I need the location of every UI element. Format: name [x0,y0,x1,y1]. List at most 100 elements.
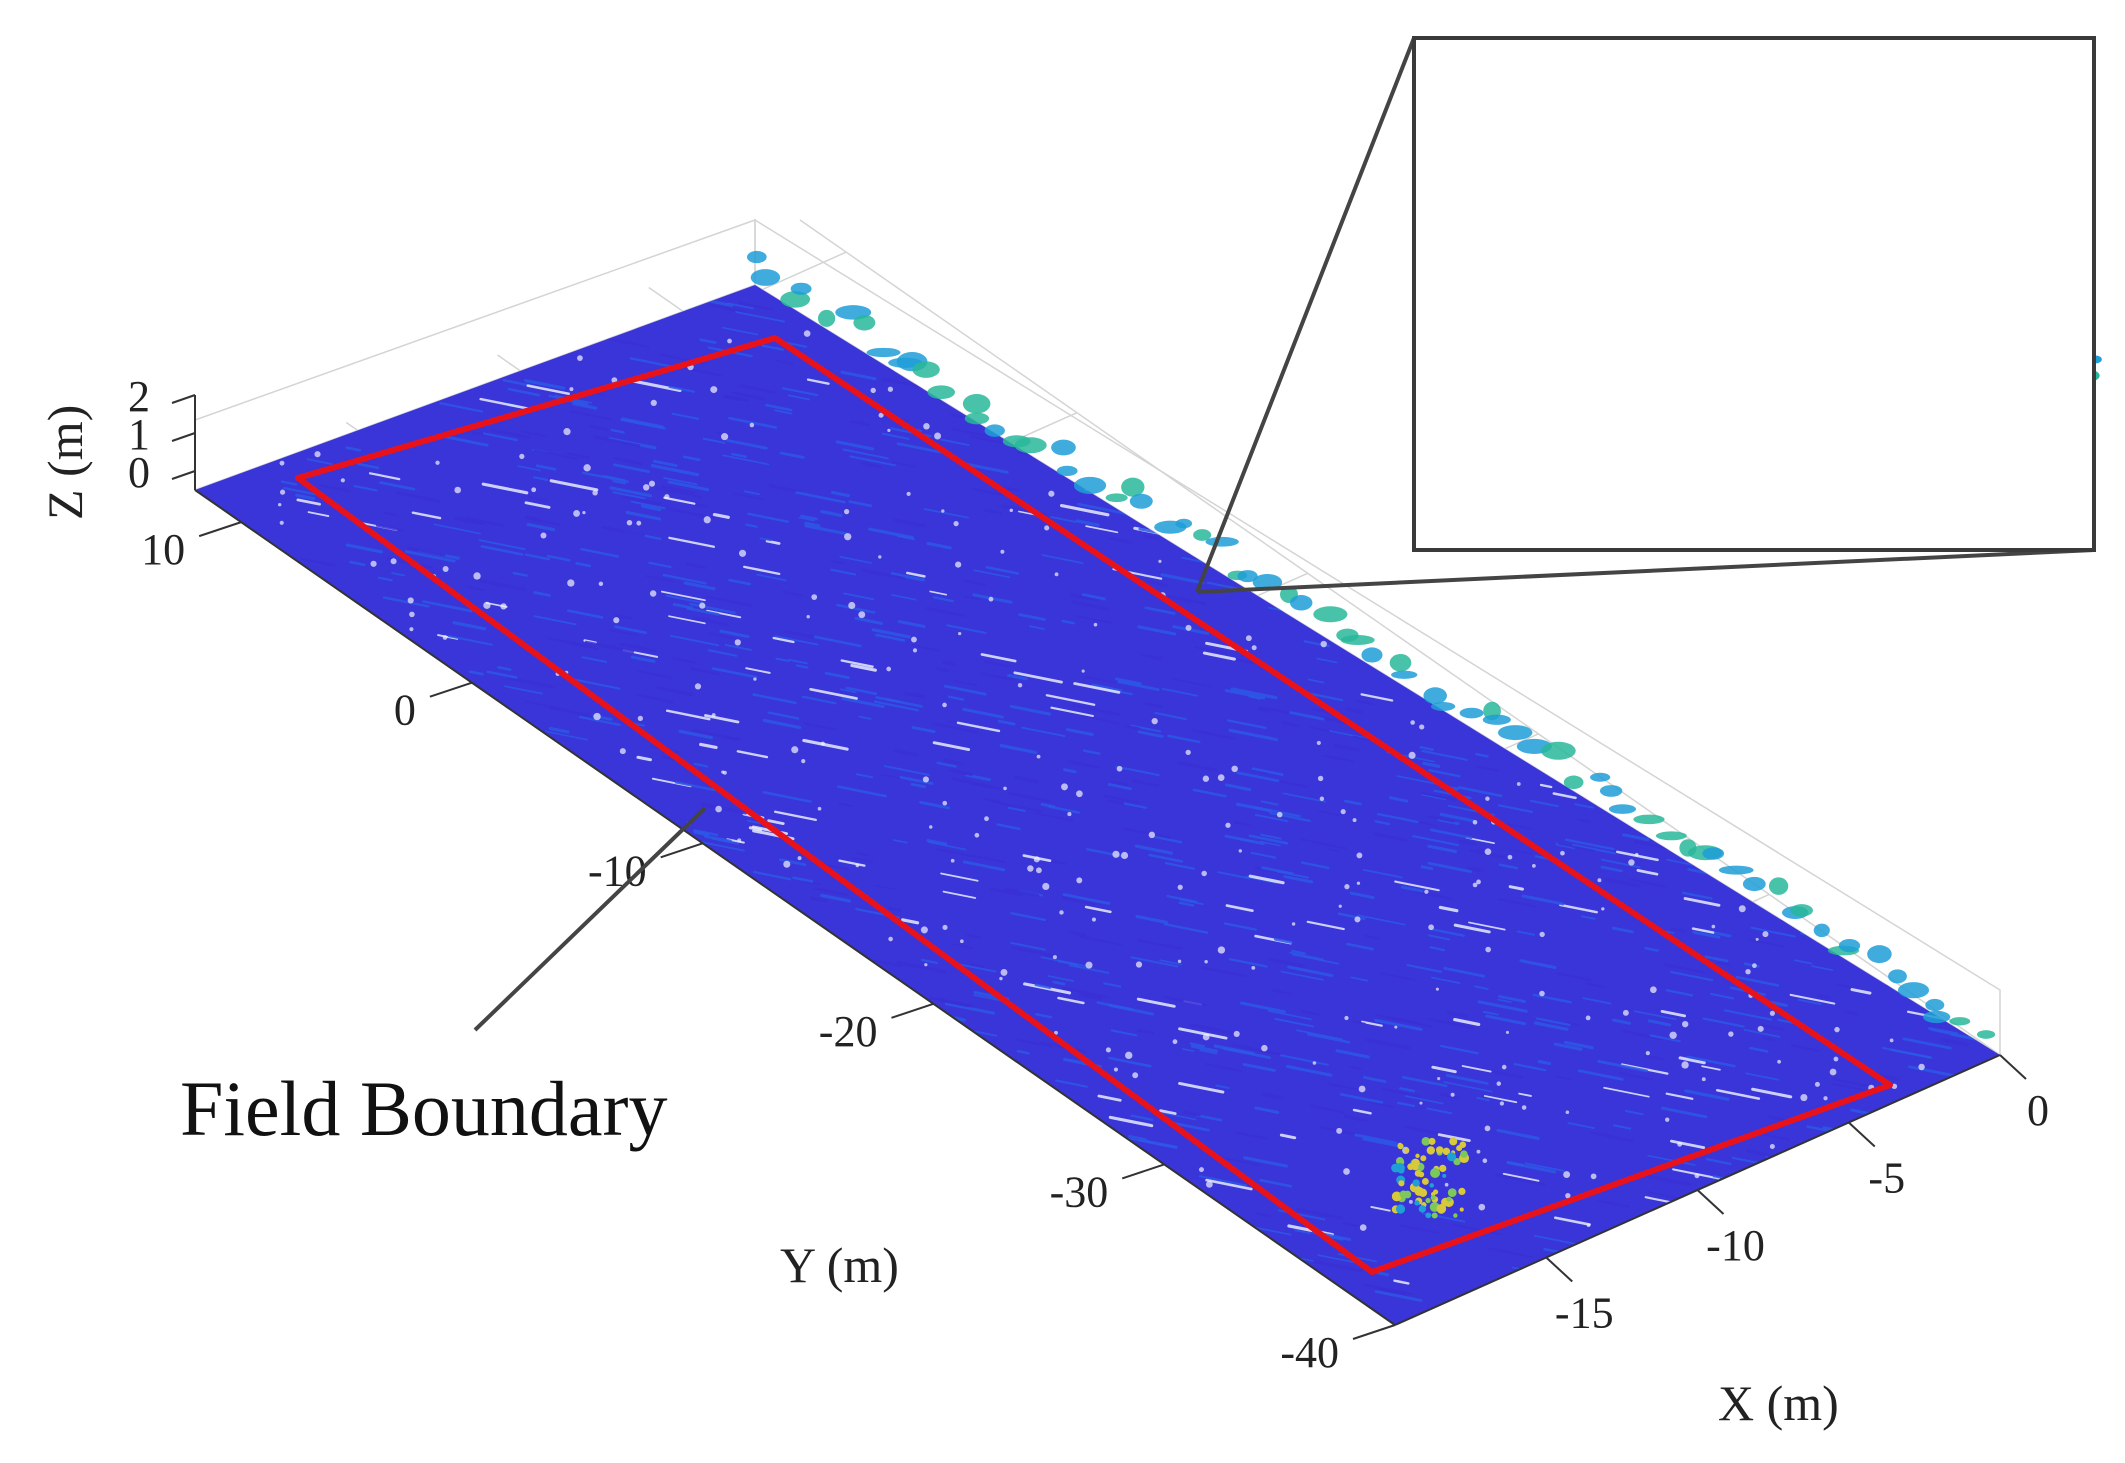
cloud-gap [314,451,321,458]
cloud-stroke [1057,996,1085,1005]
cloud-stroke [1429,927,1465,937]
cloud-stroke [1421,793,1447,801]
cloud-stroke [1079,993,1103,1000]
edge-blob [1205,536,1239,547]
cloud-stroke [944,1002,995,1015]
cloud-stroke [1108,1056,1152,1068]
cloud-gap [958,631,962,636]
cloud-stroke [802,738,849,751]
cloud-stroke [1709,992,1735,1000]
high-point [1447,1188,1457,1197]
cloud-stroke [524,501,551,509]
y-tick-label: 0 [394,686,416,735]
cloud-stroke [1762,1036,1776,1042]
cloud-gap [1478,1203,1486,1211]
cloud-stroke [1267,1010,1312,1021]
edge-blob [1867,945,1892,964]
cloud-gap [1444,1182,1449,1187]
cloud-gap [1359,1224,1367,1231]
cloud-stroke [735,311,786,323]
cloud-stroke [1663,963,1704,974]
cloud-stroke [1021,726,1066,738]
cloud-stroke [1306,1032,1351,1044]
cloud-stroke [533,615,577,626]
cloud-stroke [839,555,873,564]
cloud-stroke [933,596,954,603]
cloud-stroke [1016,1050,1030,1055]
cloud-stroke [1096,1001,1133,1011]
cloud-stroke [752,693,797,705]
cloud-gap [1738,905,1746,913]
cloud-stroke [1400,1224,1439,1234]
inset-contour [1414,523,1473,550]
x-tick-label: 0 [2027,1086,2049,1135]
cloud-stroke [1502,1172,1540,1182]
cloud-stroke [524,553,551,561]
cloud-stroke [1832,1077,1877,1089]
high-point [1418,1205,1427,1213]
cloud-gap [887,386,894,392]
cloud-stroke [773,810,817,822]
cloud-stroke [707,649,738,657]
cloud-stroke [1421,749,1468,761]
cloud-gap [1356,852,1363,859]
cloud-gap [803,330,811,337]
cloud-gap [637,715,644,722]
y-tick-mark [660,842,704,859]
cloud-gap [783,860,791,868]
cloud-stroke [1205,1178,1253,1191]
cloud-stroke [479,397,530,410]
cloud-gap [636,520,642,526]
cloud-stroke [1665,989,1694,997]
cloud-gap [1635,852,1639,857]
cloud-stroke [690,667,720,676]
cloud-stroke [723,394,742,401]
cloud-stroke [665,594,703,604]
cloud-stroke [1832,1083,1872,1093]
cloud-stroke [1633,1010,1677,1021]
cloud-stroke [1148,853,1184,863]
cloud-gap [1217,774,1225,781]
cloud-stroke [1902,1037,1952,1050]
cloud-stroke [549,479,599,492]
cloud-stroke [1152,835,1183,844]
cloud-stroke [1723,1009,1773,1021]
cloud-stroke [1649,1034,1681,1043]
cloud-gap [409,627,414,632]
cloud-stroke [1636,869,1659,876]
cloud-gap [1343,1168,1350,1175]
cloud-gap [942,702,947,708]
cloud-gap [583,464,591,472]
cloud-stroke [1715,1089,1761,1100]
cloud-stroke [1160,573,1205,585]
cloud-stroke [1537,1059,1552,1066]
cloud-stroke [762,790,812,803]
cloud-stroke [974,1030,998,1037]
cloud-stroke [1063,768,1077,774]
cloud-stroke [523,378,566,390]
cloud-stroke [836,785,887,798]
cloud-stroke [1419,746,1434,751]
cloud-stroke [851,856,874,863]
cloud-stroke [571,678,621,690]
cloud-gap [1336,1127,1343,1134]
cloud-stroke [997,719,1016,726]
cloud-stroke [1189,1023,1238,1036]
cloud-high-points [1391,1136,1470,1219]
cloud-stroke [1684,1089,1730,1101]
cloud-stroke [767,711,800,720]
z-tick-mark [171,394,196,404]
cloud-stroke [1622,833,1650,842]
cloud-stroke [830,568,857,576]
cloud-stroke [1189,1042,1205,1048]
cloud-stroke [1374,820,1390,826]
cloud-stroke [478,539,526,551]
cloud-stroke [581,471,630,483]
cloud-stroke [861,462,882,469]
cloud-stroke [1404,1095,1444,1105]
cloud-stroke [1213,1044,1255,1056]
cloud-stroke [391,572,406,577]
cloud-gap [1485,796,1490,801]
cloud-stroke [1071,600,1110,611]
cloud-stroke [1566,1021,1580,1027]
